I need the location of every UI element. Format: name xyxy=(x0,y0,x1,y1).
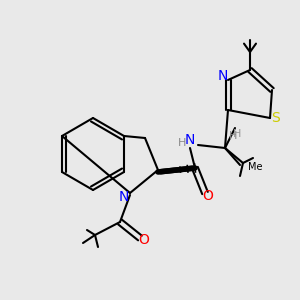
Text: N: N xyxy=(185,133,195,147)
Text: Me: Me xyxy=(248,162,262,172)
Text: O: O xyxy=(202,189,213,203)
Text: N: N xyxy=(218,69,228,83)
Text: S: S xyxy=(272,111,280,125)
Text: O: O xyxy=(139,233,149,247)
Text: H: H xyxy=(178,138,186,148)
Text: N: N xyxy=(119,190,129,204)
Text: H: H xyxy=(233,129,241,139)
Text: H: H xyxy=(229,131,237,141)
